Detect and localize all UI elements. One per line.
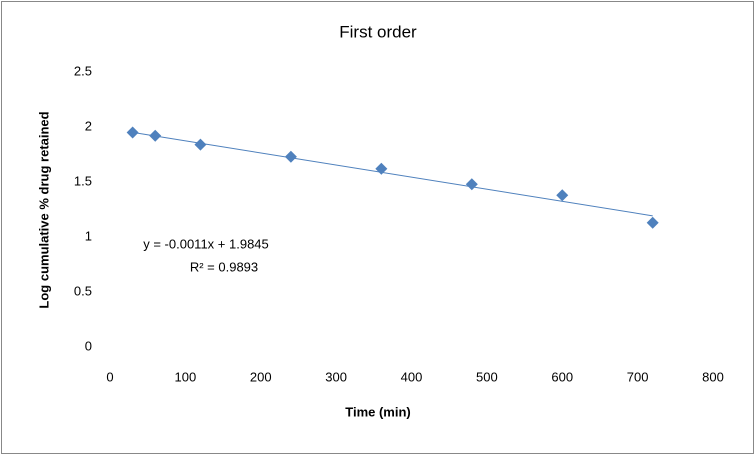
- x-tick-label: 0: [106, 369, 113, 384]
- data-point: [284, 150, 297, 163]
- data-point: [149, 129, 162, 142]
- chart-title: First order: [339, 22, 417, 41]
- chart-border: [1, 1, 754, 454]
- x-tick-label: 300: [325, 369, 347, 384]
- trendline: [132, 131, 653, 217]
- data-point: [126, 126, 139, 139]
- x-tick-label: 100: [175, 369, 197, 384]
- data-point: [556, 189, 569, 202]
- y-tick-label: 0.5: [74, 283, 92, 298]
- x-tick-label: 200: [250, 369, 272, 384]
- data-point: [375, 162, 388, 175]
- data-point: [465, 178, 478, 191]
- x-tick-label: 400: [401, 369, 423, 384]
- x-tick-label: 600: [551, 369, 573, 384]
- trendline-equation: y = -0.0011x + 1.9845: [143, 236, 269, 251]
- y-tick-label: 1: [85, 228, 92, 243]
- y-tick-label: 0: [85, 338, 92, 353]
- data-point: [194, 138, 207, 151]
- data-point: [646, 216, 659, 229]
- y-tick-label: 2: [85, 118, 92, 133]
- y-axis-label: Log cumulative % drug retained: [36, 111, 51, 308]
- x-tick-label: 500: [476, 369, 498, 384]
- y-tick-label: 2.5: [74, 63, 92, 78]
- y-tick-label: 1.5: [74, 173, 92, 188]
- x-tick-label: 800: [702, 369, 724, 384]
- x-tick-label: 700: [627, 369, 649, 384]
- x-axis-label: Time (min): [345, 404, 411, 419]
- trendline-r2: R² = 0.9893: [190, 259, 258, 274]
